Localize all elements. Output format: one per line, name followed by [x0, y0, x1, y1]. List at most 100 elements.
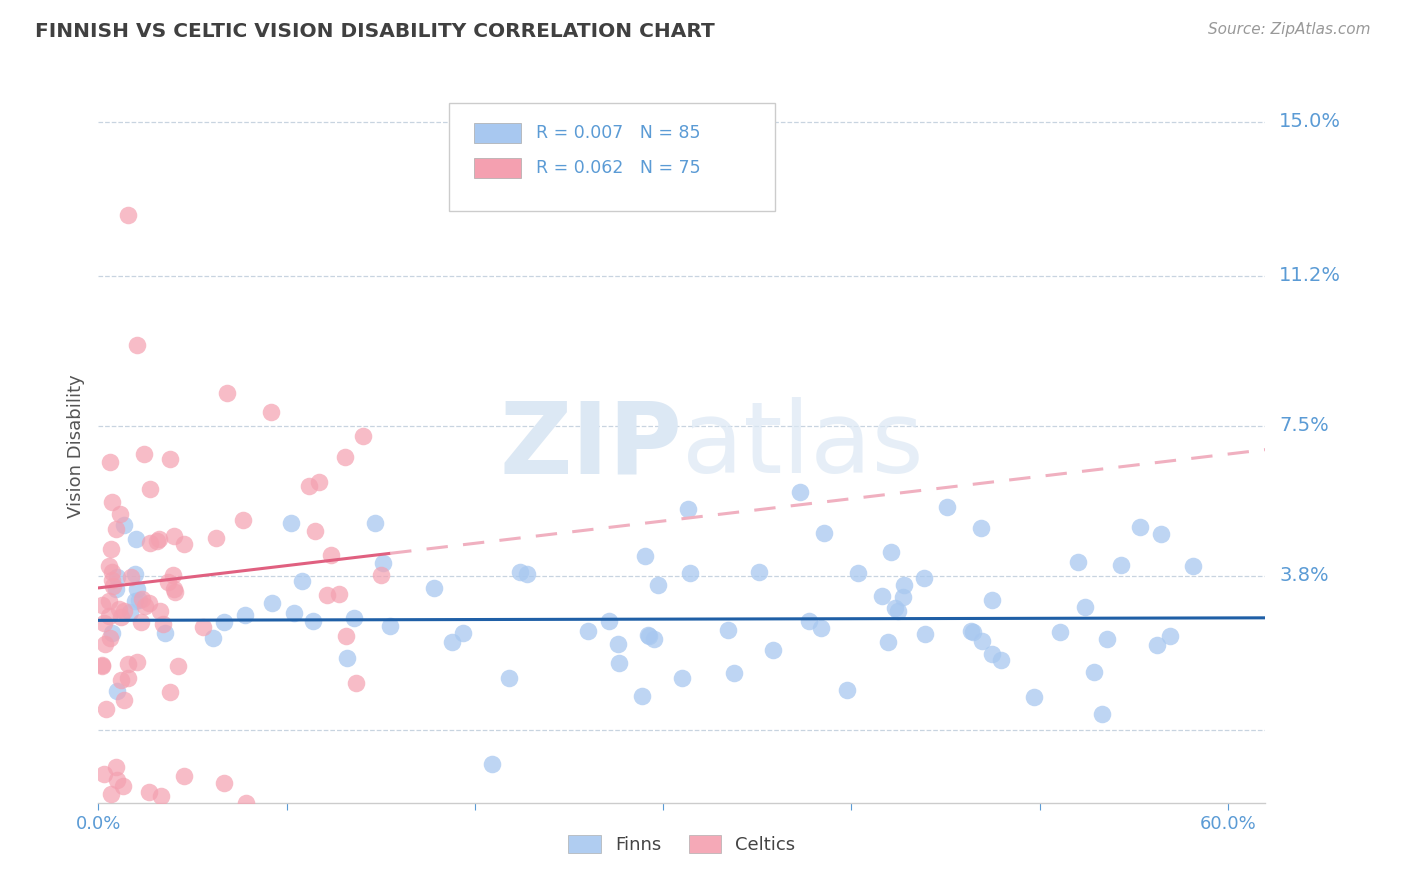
Point	[1074, 600, 1097, 615]
Point	[872, 589, 894, 603]
Point	[233, 607, 256, 622]
Point	[163, 529, 186, 543]
Legend: Finns, Celtics: Finns, Celtics	[557, 824, 807, 865]
Text: R = 0.062   N = 75: R = 0.062 N = 75	[536, 160, 700, 178]
Text: 7.5%: 7.5%	[1279, 417, 1329, 435]
Point	[125, 533, 148, 547]
Point	[970, 521, 993, 535]
Point	[260, 404, 283, 418]
Point	[104, 522, 127, 536]
Y-axis label: Vision Disability: Vision Disability	[66, 374, 84, 518]
Point	[328, 587, 350, 601]
Point	[148, 533, 170, 547]
Text: atlas: atlas	[682, 398, 924, 494]
Point	[105, 773, 128, 788]
Point	[891, 590, 914, 604]
Point	[441, 634, 464, 648]
Point	[117, 671, 139, 685]
Point	[291, 574, 314, 589]
Point	[1146, 638, 1168, 652]
Point	[159, 452, 181, 467]
Point	[316, 587, 339, 601]
Point	[124, 567, 146, 582]
Point	[598, 615, 620, 629]
Point	[676, 502, 699, 516]
Point	[762, 643, 785, 657]
Point	[98, 631, 121, 645]
Point	[364, 516, 387, 531]
Point	[789, 484, 811, 499]
Point	[883, 601, 905, 615]
Point	[1181, 558, 1204, 573]
FancyBboxPatch shape	[474, 159, 520, 178]
Point	[173, 536, 195, 550]
Point	[162, 582, 184, 597]
Point	[217, 386, 239, 401]
Point	[131, 592, 153, 607]
Point	[91, 658, 114, 673]
Point	[717, 623, 740, 637]
Point	[134, 599, 156, 613]
Point	[960, 624, 983, 639]
Point	[352, 429, 374, 443]
Point	[104, 760, 127, 774]
Point	[214, 775, 236, 789]
Point	[1159, 629, 1181, 643]
Point	[423, 582, 446, 596]
Point	[516, 567, 538, 582]
Point	[112, 517, 135, 532]
Point	[163, 585, 186, 599]
Point	[981, 647, 1004, 661]
Point	[204, 532, 226, 546]
Point	[887, 604, 910, 618]
Point	[576, 624, 599, 639]
Point	[117, 657, 139, 672]
Point	[91, 598, 114, 612]
Point	[380, 618, 402, 632]
Point	[880, 545, 903, 559]
Point	[1091, 707, 1114, 722]
Point	[335, 629, 357, 643]
Point	[308, 475, 330, 490]
Point	[112, 604, 135, 618]
Point	[153, 625, 176, 640]
Point	[631, 690, 654, 704]
Point	[373, 556, 395, 570]
Point	[91, 659, 114, 673]
Point	[94, 637, 117, 651]
Point	[193, 620, 215, 634]
Point	[146, 533, 169, 548]
Point	[105, 569, 128, 583]
Point	[990, 653, 1012, 667]
Point	[201, 631, 224, 645]
Point	[304, 524, 326, 539]
Point	[98, 455, 121, 469]
Point	[167, 658, 190, 673]
Point	[104, 582, 127, 596]
Point	[110, 673, 132, 687]
Point	[498, 671, 520, 685]
Point	[139, 536, 162, 550]
Point	[509, 565, 531, 579]
Point	[671, 671, 693, 685]
Point	[127, 337, 149, 351]
Point	[128, 593, 150, 607]
Point	[260, 596, 283, 610]
Point	[607, 656, 630, 670]
Point	[124, 594, 146, 608]
Point	[962, 625, 984, 640]
Point	[1049, 624, 1071, 639]
Point	[1150, 527, 1173, 541]
Point	[344, 676, 367, 690]
Text: ZIP: ZIP	[499, 398, 682, 494]
Point	[634, 549, 657, 563]
Point	[1083, 665, 1105, 679]
Point	[139, 482, 162, 496]
Point	[302, 614, 325, 628]
FancyBboxPatch shape	[449, 103, 775, 211]
Point	[607, 637, 630, 651]
Text: FINNISH VS CELTIC VISION DISABILITY CORRELATION CHART: FINNISH VS CELTIC VISION DISABILITY CORR…	[35, 22, 714, 41]
Text: 3.8%: 3.8%	[1279, 566, 1329, 585]
Point	[97, 593, 120, 607]
Point	[280, 516, 302, 530]
